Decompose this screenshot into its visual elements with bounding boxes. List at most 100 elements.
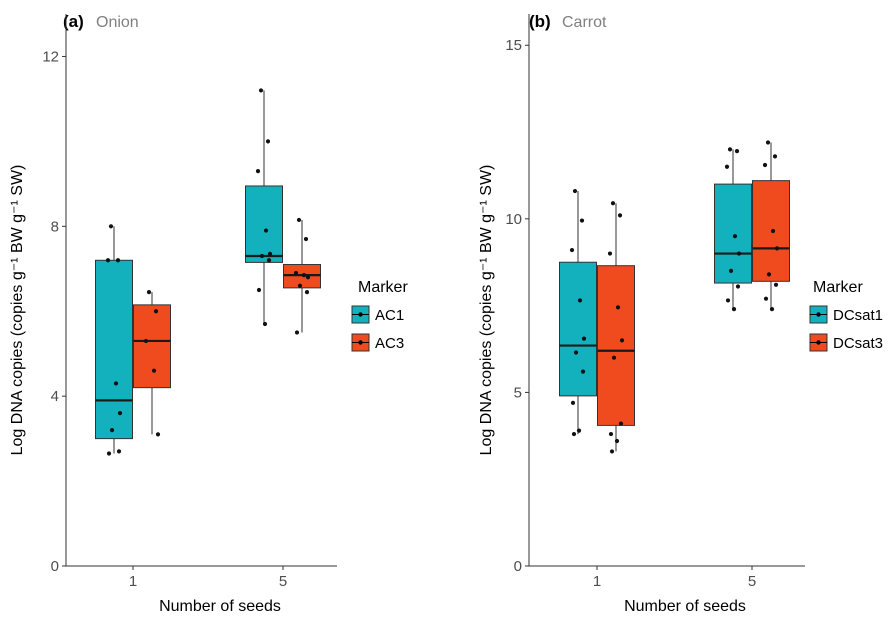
box-dcsat3-5-seeds-point [773, 282, 779, 287]
box-ac3-5-seeds-point [294, 330, 300, 335]
box-ac1-5-seeds-point [259, 253, 265, 259]
y-tick-label: 4 [51, 388, 59, 405]
panel-onion: (a) Onion Log DNA copies (copies g⁻¹ BW … [9, 12, 408, 615]
box-dcsat3-5-seeds-point [772, 154, 778, 159]
box-dcsat1-1-seeds-point [573, 350, 579, 355]
box-ac1-5-seeds-point [266, 258, 272, 263]
box-dcsat1-5-seeds-point [724, 164, 730, 169]
y-tick-label: 10 [505, 211, 522, 228]
box-dcsat3-5-seeds-point [763, 296, 769, 301]
box-ac1-5-seeds-point [255, 169, 261, 174]
box-dcsat3-5-seeds-point [769, 306, 775, 312]
box-ac3-1-seeds-point [155, 432, 161, 437]
box-dcsat1-1-seeds-point [569, 247, 575, 253]
box-dcsat1-1-seeds-point [576, 428, 582, 433]
panel-label-a: (a) [63, 12, 84, 31]
y-axis-title-onion: Log DNA copies (copies g⁻¹ BW g⁻¹ SW) [9, 165, 26, 456]
x-tick-label: 5 [748, 573, 756, 590]
box-dcsat1-1-seeds-point [571, 431, 577, 437]
panel-carrot: (b) Carrot Log DNA copies (copies g⁻¹ BW… [478, 12, 883, 615]
panel-title-carrot: Carrot [562, 14, 607, 31]
box-ac3-5-seeds-point [301, 273, 307, 278]
box-ac1-5-seeds-point [258, 88, 264, 93]
box-dcsat1-5-seeds-point [728, 268, 734, 274]
y-tick-label: 12 [42, 48, 59, 65]
box-ac1-1-seeds-point [117, 411, 123, 416]
panel-title-onion: Onion [96, 14, 139, 31]
box-ac1-5-seeds-point [256, 287, 262, 293]
box-ac1-1-seeds-point [106, 451, 112, 456]
box-dcsat1-1-seeds [559, 261, 597, 397]
box-dcsat3-1-seeds-point [614, 438, 620, 444]
box-dcsat1-1-seeds-point [579, 218, 585, 223]
box-ac1-1-seeds-point [109, 428, 115, 433]
box-dcsat1-1-seeds-point [581, 336, 587, 341]
box-ac1-1-seeds-point [105, 258, 111, 263]
box-dcsat1-1-seeds-point [577, 298, 583, 303]
box-ac3-1-seeds-point [151, 368, 157, 373]
box-ac1-5-seeds-point [262, 321, 268, 327]
box-ac3-1-seeds-point [143, 338, 149, 344]
box-dcsat3-1-seeds-point [611, 355, 617, 360]
box-dcsat3-1-seeds-point [615, 305, 621, 310]
box-dcsat3-1-seeds [597, 265, 635, 426]
y-tick-label: 5 [514, 384, 522, 401]
x-axis-title-carrot: Number of seeds [624, 598, 746, 615]
box-dcsat1-5-seeds-point [734, 149, 740, 154]
box-dcsat3-1-seeds-point [617, 213, 623, 218]
box-ac1-5-seeds-point [267, 251, 273, 257]
box-dcsat3-1-seeds-point [610, 201, 616, 206]
y-tick-label: 8 [51, 218, 59, 235]
y-tick-label: 15 [505, 37, 522, 54]
legend-title-carrot: Marker [813, 279, 863, 296]
x-tick-label: 1 [593, 573, 601, 590]
box-dcsat1-5-seeds-point [732, 234, 738, 239]
box-ac1-5-seeds-point [265, 139, 271, 144]
x-axis-title-onion: Number of seeds [159, 598, 281, 615]
box-dcsat3-5-seeds-point [766, 272, 772, 277]
box-ac3-5-seeds-point [293, 270, 299, 276]
box-dcsat1-1-seeds-point [580, 369, 586, 374]
box-dcsat1-5-seeds [714, 183, 752, 284]
x-tick-label: 1 [129, 573, 137, 590]
box-ac3-5-seeds-point [296, 217, 302, 223]
box-dcsat1-5-seeds-point [736, 251, 742, 256]
box-ac3-1-seeds-point [153, 309, 159, 314]
box-dcsat1-1-seeds-point [572, 188, 578, 194]
box-dcsat1-5-seeds-point [731, 306, 737, 312]
box-ac3-5-seeds-point [303, 236, 309, 242]
box-ac3-1-seeds-point [146, 290, 152, 295]
legend-key-ac3-point [358, 340, 363, 345]
x-tick-label: 5 [279, 573, 287, 590]
legend-carrot: Marker DCsat1 DCsat3 [809, 279, 883, 352]
box-ac1-1-seeds-point [113, 381, 119, 386]
box-dcsat3-1-seeds-point [618, 421, 624, 426]
box-dcsat1-5-seeds-point [725, 298, 731, 303]
box-ac3-1-seeds [133, 304, 171, 389]
box-dcsat3-5-seeds-point [765, 140, 771, 145]
box-dcsat3-1-seeds-point [608, 431, 614, 437]
box-ac1-5-seeds [245, 185, 283, 263]
box-ac1-1-seeds-point [108, 224, 114, 229]
legend-key-ac1-point [358, 312, 363, 317]
box-ac3-5-seeds-point [305, 275, 311, 280]
box-ac1-1-seeds-point [115, 258, 121, 263]
box-dcsat3-5-seeds-point [770, 228, 776, 234]
legend-label-ac3: AC3 [375, 335, 404, 352]
box-dcsat3-5-seeds-point [774, 246, 780, 251]
legend-title-onion: Marker [358, 279, 408, 296]
box-ac3-5-seeds-point [297, 283, 303, 288]
box-dcsat1-5-seeds-point [735, 284, 741, 289]
box-dcsat1-5-seeds-point [727, 147, 733, 152]
legend-label-dcsat3: DCsat3 [833, 335, 883, 352]
box-dcsat3-1-seeds-point [619, 338, 625, 343]
box-ac1-1-seeds-point [116, 449, 122, 454]
legend-label-dcsat1: DCsat1 [833, 307, 883, 324]
box-dcsat3-5-seeds-point [762, 162, 768, 168]
panel-label-b: (b) [529, 12, 551, 31]
box-dcsat3-1-seeds-point [607, 251, 613, 256]
box-ac1-1-seeds [95, 259, 133, 440]
legend-key-dcsat1-point [816, 312, 821, 317]
